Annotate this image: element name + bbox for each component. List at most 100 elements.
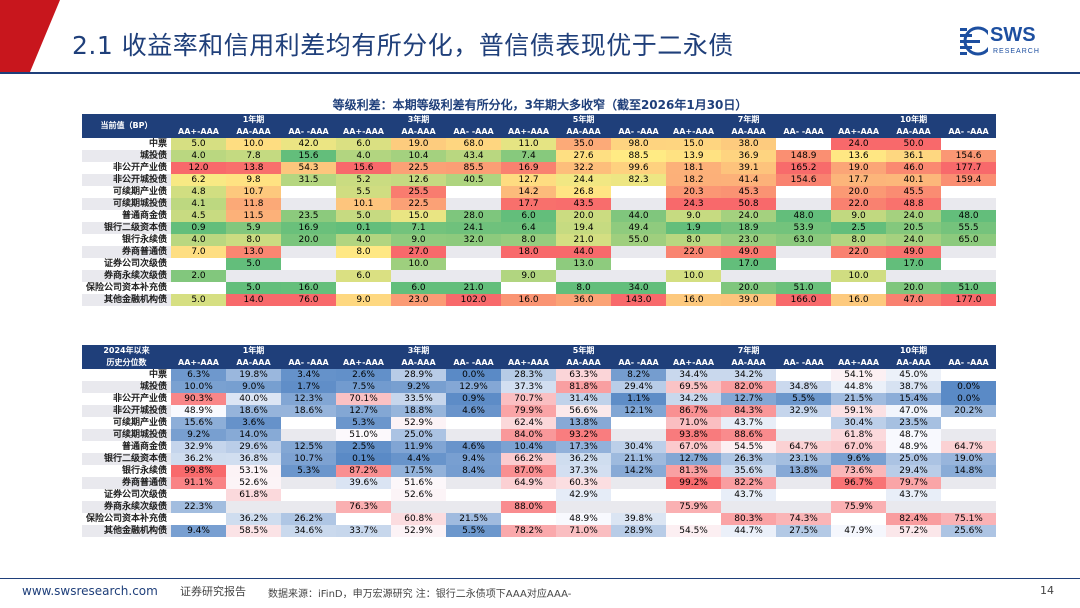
data-cell: 45.0% [886,369,942,381]
data-cell: 5.5 [336,186,392,198]
grade-header: AA-AAA [886,357,942,369]
grade-header: AA+-AAA [171,357,226,369]
row-label: 可续期产业债 [82,186,171,198]
data-cell: 79.9% [501,405,557,417]
data-cell [501,258,557,270]
data-cell: 25.5 [391,186,447,198]
data-cell: 29.6% [226,441,281,453]
data-cell: 54.5% [666,525,722,537]
data-cell: 7.0 [171,246,226,258]
data-cell [171,513,226,525]
table-title: 等级利差：本期等级利差有所分化，3年期大多收窄（截至2026年1月30日） [332,98,748,112]
data-cell: 24.3 [666,198,722,210]
data-cell: 10.0% [171,381,226,393]
logo-text: SWS [990,24,1036,46]
data-cell: 71.0% [666,417,722,429]
data-cell: 64.9% [501,477,557,489]
logo-subtext: RESEARCH [993,48,1040,55]
data-cell: 48.9% [556,513,612,525]
data-cell: 30.4% [611,441,667,453]
data-cell: 16.9 [501,162,557,174]
data-cell: 32.9% [776,405,832,417]
data-cell: 36.2% [556,453,612,465]
data-cell: 54.3 [281,162,337,174]
data-cell: 28.3% [501,369,557,381]
data-cell: 90.3% [171,393,226,405]
grade-header: AA+-AAA [501,126,557,138]
data-cell: 54.5% [721,441,777,453]
period-header: 7年期 [666,114,832,126]
grade-header: AA-AAA [226,357,281,369]
data-cell: 48.8 [886,198,942,210]
data-cell [611,489,667,501]
logo-mark-icon [960,26,988,56]
data-cell: 22.5 [391,162,447,174]
data-cell: 70.7% [501,393,557,405]
grade-header: AA- -AAA [446,357,502,369]
data-cell: 29.4% [886,465,942,477]
data-cell: 13.8% [776,465,832,477]
table-row: 其他金融机构债 5.0 14.0 76.0 9.0 23.0 102.0 16.0 36.0 14… [82,294,997,306]
title-bar: 2.1 收益率和信用利差均有所分化，普信债表现优于二永债 SWS RESEARC… [0,0,1080,90]
row-label: 银行永续债 [82,465,171,477]
data-cell: 24.0 [721,210,777,222]
data-cell [281,270,337,282]
data-cell: 5.0 [336,210,392,222]
data-cell [446,501,502,513]
data-cell: 0.0% [446,369,502,381]
data-cell: 78.2% [501,525,557,537]
data-cell: 12.7% [336,405,392,417]
data-cell: 60.3% [556,477,612,489]
header-row-periods: 当前值（BP） 1年期 3年期 5年期 7年期 10年期 [82,114,997,138]
data-cell: 82.2% [721,477,777,489]
data-cell: 9.0 [831,210,887,222]
footer-url[interactable]: www.swsresearch.com [22,584,158,598]
data-cell: 51.0% [336,429,392,441]
data-cell: 40.0% [226,393,281,405]
data-cell: 64.7% [776,441,832,453]
period-header: 1年期 [171,114,337,126]
data-cell: 32.9% [171,441,226,453]
data-cell [776,138,832,150]
data-cell [776,501,832,513]
data-cell: 35.0 [556,138,612,150]
row-label: 其他金融机构债 [82,525,171,537]
data-cell [611,477,667,489]
header-row-periods: 2024年以来 1年期 3年期 5年期 7年期 10年期 [82,345,997,357]
data-cell: 19.0 [831,162,887,174]
data-cell: 16.0 [501,294,557,306]
data-cell: 4.0 [336,150,392,162]
data-cell: 12.5% [281,441,337,453]
data-cell: 42.9% [556,489,612,501]
grade-header: AA- -AAA [446,126,502,138]
grade-header: AA-AAA [721,357,777,369]
data-cell: 17.3% [556,441,612,453]
table-row: 证券公司次级债 5.0 10.0 13.0 17.0 17.0 [82,258,997,270]
data-cell: 28.9% [611,525,667,537]
data-cell: 56.6% [556,405,612,417]
data-cell: 26.3% [721,453,777,465]
data-cell [446,429,502,441]
data-cell: 7.4 [501,150,557,162]
data-cell [446,489,502,501]
data-cell: 4.5 [171,210,226,222]
data-cell: 49.4 [611,222,667,234]
data-cell: 24.0 [831,138,887,150]
data-cell: 52.6% [226,477,281,489]
data-cell: 21.5% [446,513,502,525]
data-cell [776,369,832,381]
data-cell: 5.0 [226,282,281,294]
data-cell [336,258,392,270]
data-cell: 49.0 [721,246,777,258]
row-label: 可续期城投债 [82,429,171,441]
table-row: 其他金融机构债 9.4% 58.5% 34.6% 33.7% 52.9% 5.5% 78.2%… [82,525,997,537]
data-cell: 18.6% [281,405,337,417]
data-cell [281,489,337,501]
data-cell [831,513,887,525]
data-cell: 43.7% [721,417,777,429]
data-cell [501,489,557,501]
data-cell: 24.0 [886,234,942,246]
data-cell: 10.4 [391,150,447,162]
data-cell [776,198,832,210]
data-cell: 50.8 [721,198,777,210]
